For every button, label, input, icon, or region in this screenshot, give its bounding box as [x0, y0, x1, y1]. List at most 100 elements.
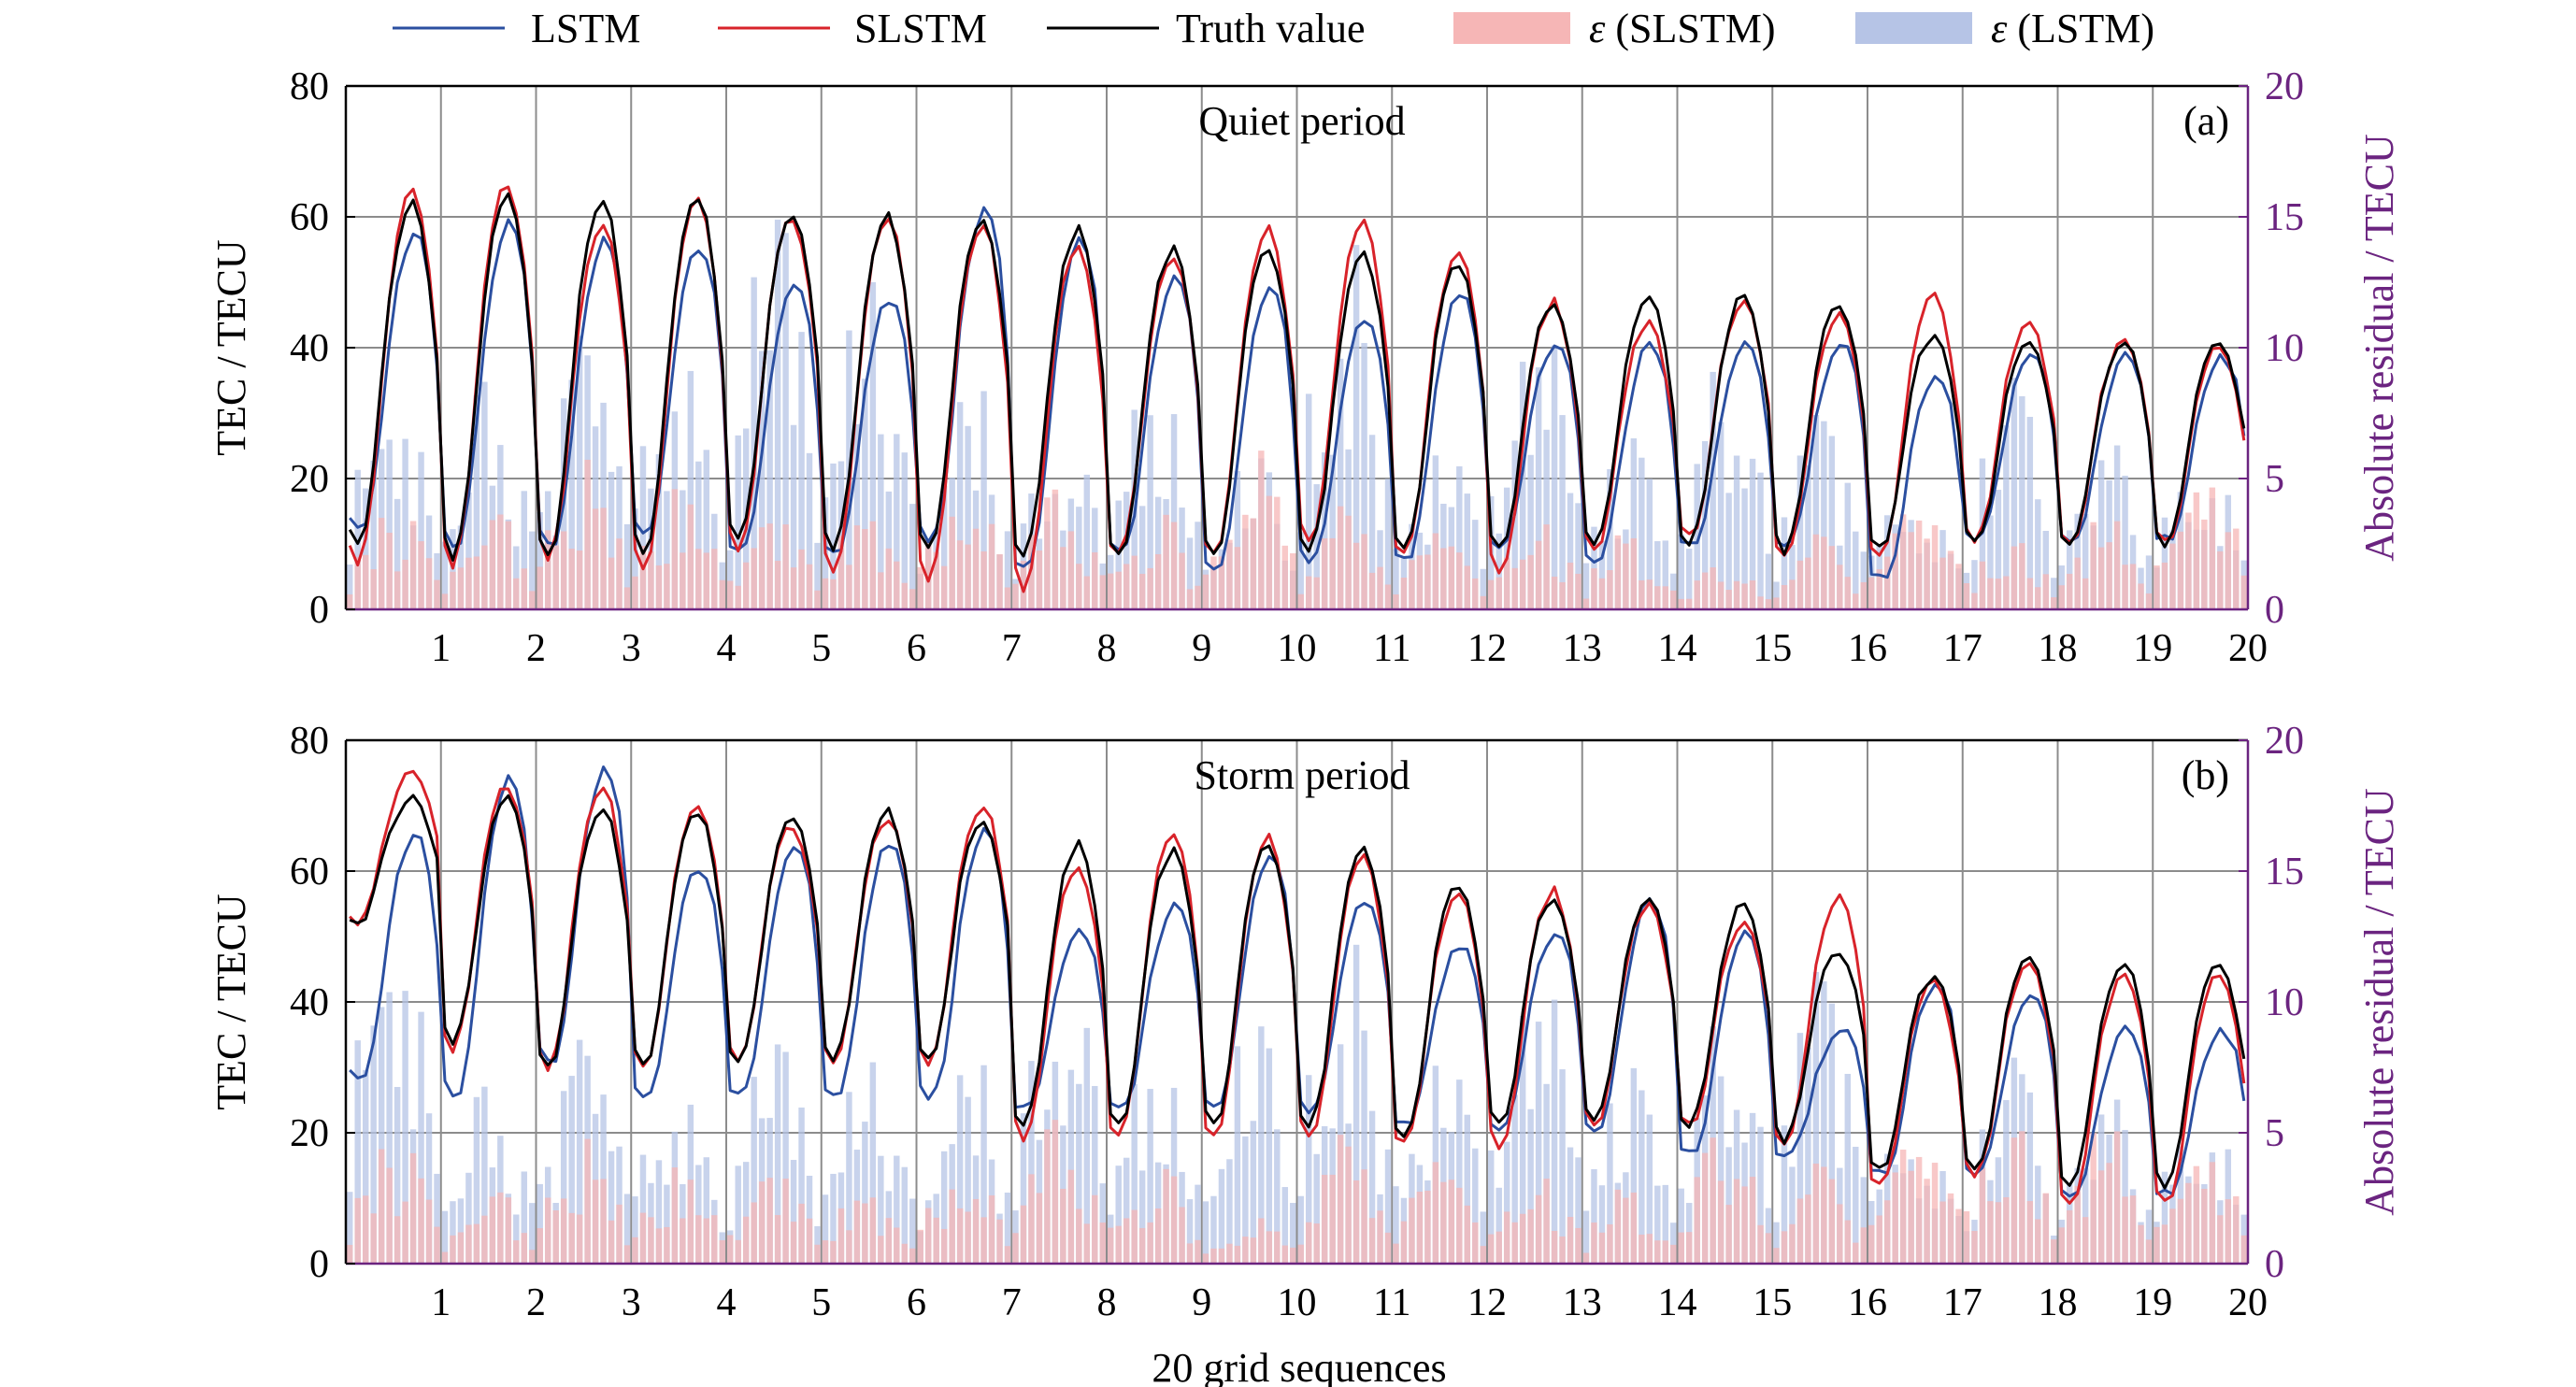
- residual-bar-slstm: [1971, 1231, 1978, 1264]
- residual-bar-slstm: [655, 565, 663, 609]
- residual-bar-lstm: [1313, 484, 1320, 609]
- residual-bar-slstm: [1717, 581, 1724, 609]
- residual-bar-slstm: [2161, 562, 2168, 609]
- residual-bar-slstm: [1234, 547, 1241, 609]
- residual-bar-slstm: [727, 1235, 734, 1264]
- residual-bar-slstm: [1297, 1244, 1304, 1264]
- residual-bar-slstm: [2113, 1131, 2121, 1264]
- residual-bar-slstm: [1154, 553, 1162, 609]
- residual-bar-lstm: [347, 565, 353, 609]
- residual-bar-slstm: [2090, 522, 2097, 609]
- residual-bar-slstm: [1123, 564, 1130, 609]
- residual-bar-lstm: [901, 1166, 909, 1264]
- residual-bar-slstm: [1218, 556, 1225, 609]
- residual-bar-lstm: [1313, 1153, 1320, 1264]
- residual-bar-slstm: [862, 1203, 868, 1264]
- x-tick-label: 5: [811, 1281, 831, 1324]
- residual-bar-slstm: [418, 1178, 424, 1264]
- residual-bar-slstm: [1630, 537, 1638, 609]
- residual-bar-slstm: [1963, 583, 1970, 609]
- residual-bar-slstm: [2240, 575, 2247, 609]
- residual-bar-lstm: [1131, 1083, 1138, 1264]
- residual-bar-slstm: [2097, 547, 2105, 609]
- residual-bar-slstm: [1274, 1231, 1281, 1264]
- residual-bar-lstm: [869, 1062, 877, 1264]
- residual-bar-lstm: [1218, 1168, 1225, 1264]
- right-tick-label: 5: [2265, 458, 2284, 501]
- residual-bar-lstm: [1757, 472, 1764, 609]
- left-tick-label: 80: [290, 65, 329, 108]
- residual-bar-slstm: [2019, 543, 2025, 609]
- residual-bar-slstm: [623, 587, 631, 609]
- residual-bar-slstm: [1908, 532, 1914, 609]
- residual-bar-lstm: [1250, 1121, 1257, 1264]
- residual-bar-slstm: [1305, 1222, 1312, 1264]
- residual-bar-slstm: [1567, 562, 1574, 609]
- x-tick-label: 6: [907, 627, 926, 670]
- residual-bar-slstm: [1971, 593, 1978, 609]
- residual-bar-slstm: [1052, 1120, 1059, 1264]
- residual-bar-slstm: [1678, 598, 1684, 609]
- residual-bar-lstm: [1123, 1157, 1130, 1264]
- residual-bar-slstm: [1924, 1179, 1930, 1264]
- residual-bar-slstm: [1020, 561, 1027, 609]
- residual-bar-slstm: [1170, 1176, 1178, 1264]
- residual-bar-slstm: [1202, 1253, 1209, 1264]
- residual-bar-slstm: [695, 549, 702, 609]
- residual-bar-slstm: [917, 566, 923, 609]
- residual-bar-slstm: [513, 1240, 520, 1264]
- residual-bar-lstm: [347, 1192, 353, 1264]
- residual-bar-slstm: [687, 1180, 694, 1264]
- residual-bar-slstm: [2113, 521, 2121, 609]
- residual-bar-slstm: [1789, 579, 1796, 609]
- residual-bar-slstm: [1377, 566, 1383, 609]
- residual-bar-lstm: [1083, 1027, 1091, 1264]
- residual-bar-lstm: [1591, 1168, 1597, 1264]
- residual-bar-slstm: [2090, 1133, 2097, 1264]
- residual-bar-slstm: [347, 1244, 353, 1264]
- residual-bar-slstm: [1987, 1201, 1994, 1264]
- residual-bar-slstm: [878, 1236, 884, 1264]
- residual-bar-slstm: [1274, 496, 1281, 609]
- residual-bar-slstm: [814, 1244, 821, 1264]
- residual-bar-lstm: [370, 1025, 377, 1264]
- residual-bar-slstm: [806, 1218, 813, 1264]
- residual-bar-slstm: [909, 589, 916, 609]
- residual-bar-slstm: [1844, 577, 1852, 609]
- residual-bar-slstm: [1575, 1227, 1581, 1264]
- residual-bar-slstm: [1060, 1188, 1066, 1264]
- residual-bar-slstm: [1812, 1163, 1820, 1264]
- residual-bar-slstm: [592, 1180, 599, 1264]
- residual-bar-slstm: [2042, 574, 2050, 609]
- residual-bar-lstm: [402, 991, 408, 1264]
- x-tick-label: 15: [1753, 1281, 1792, 1324]
- residual-bar-slstm: [639, 1212, 647, 1264]
- residual-bar-lstm: [1258, 1026, 1265, 1264]
- residual-bar-slstm: [354, 1197, 361, 1264]
- residual-bar-lstm: [1860, 1177, 1867, 1264]
- residual-bar-slstm: [996, 553, 1003, 609]
- x-tick-label: 7: [1002, 1281, 1022, 1324]
- residual-bar-slstm: [544, 1197, 551, 1264]
- residual-bar-slstm: [402, 559, 408, 609]
- residual-bar-slstm: [2011, 546, 2018, 609]
- residual-bar-lstm: [901, 452, 909, 609]
- residual-bar-lstm: [758, 350, 766, 609]
- residual-bar-slstm: [1931, 1163, 1939, 1264]
- residual-bar-slstm: [2201, 1188, 2208, 1264]
- residual-bar-lstm: [862, 379, 868, 609]
- residual-bar-lstm: [1654, 1185, 1661, 1264]
- residual-bar-slstm: [1543, 524, 1550, 609]
- residual-bar-slstm: [1195, 1239, 1201, 1264]
- residual-bar-lstm: [1305, 1075, 1312, 1264]
- residual-bar-lstm: [1607, 1103, 1613, 1264]
- residual-bar-slstm: [1947, 551, 1954, 609]
- residual-bar-lstm: [537, 1183, 543, 1264]
- residual-bar-lstm: [965, 425, 971, 609]
- residual-bar-lstm: [1789, 1166, 1796, 1264]
- residual-bar-slstm: [1955, 1208, 1962, 1264]
- residual-bar-lstm: [1995, 490, 2002, 609]
- residual-bar-slstm: [418, 541, 424, 609]
- residual-bar-slstm: [592, 508, 599, 609]
- residual-bar-slstm: [735, 585, 741, 609]
